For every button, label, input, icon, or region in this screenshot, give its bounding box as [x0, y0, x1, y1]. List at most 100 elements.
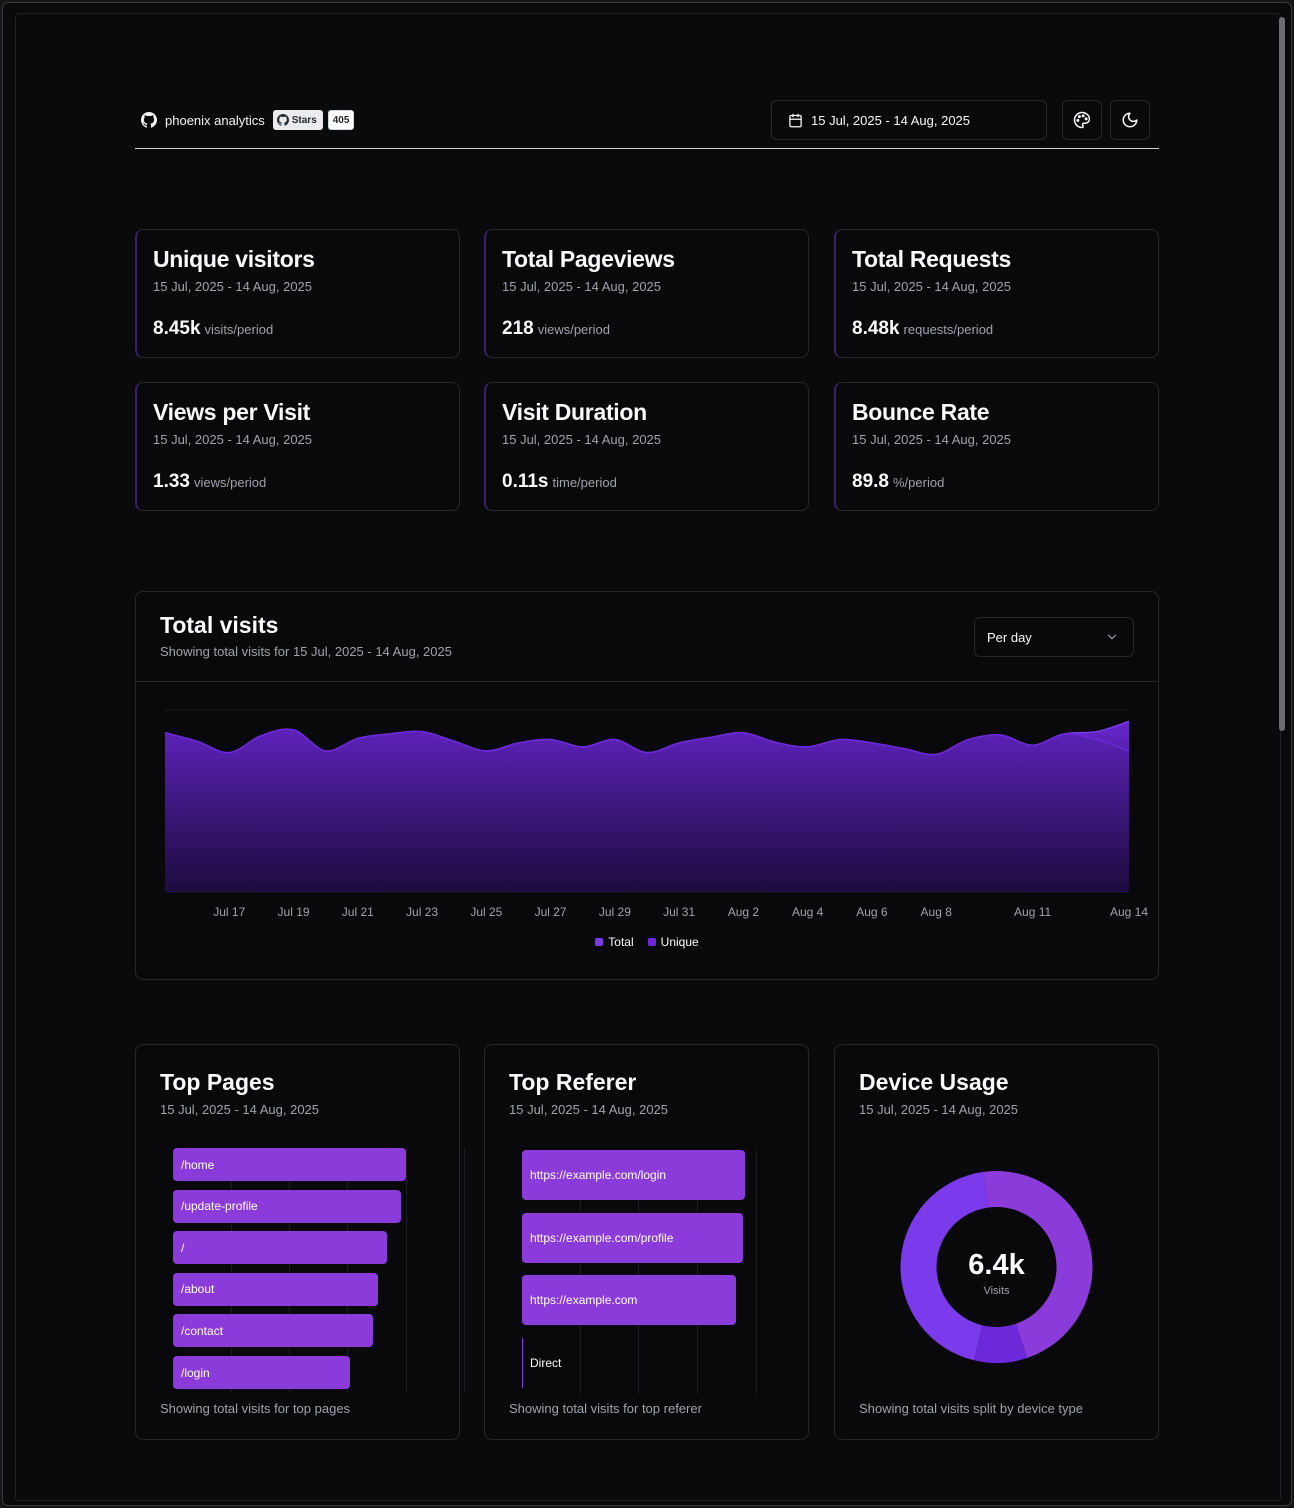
x-tick-label: Jul 29	[599, 905, 631, 919]
stars-count[interactable]: 405	[327, 110, 355, 130]
grid-line	[638, 1150, 639, 1394]
card-footer: Showing total visits split by device typ…	[859, 1401, 1083, 1416]
metric-value: 89.8	[852, 471, 889, 492]
theme-palette-button[interactable]	[1062, 100, 1102, 140]
legend-item-unique[interactable]: Unique	[647, 935, 699, 949]
metric-unit: visits/period	[204, 322, 274, 337]
bar-https-example-com-login[interactable]: https://example.com/login	[522, 1150, 745, 1200]
card-divider	[136, 681, 1158, 682]
x-tick-label: Aug 2	[728, 905, 760, 919]
bar-update-profile[interactable]: /update-profile	[173, 1189, 402, 1223]
card-range: 15 Jul, 2025 - 14 Aug, 2025	[509, 1102, 669, 1117]
total-visits-card: Total visits Showing total visits for 15…	[135, 591, 1159, 980]
granularity-value: Per day	[987, 629, 1032, 645]
metric-value-row: 8.45k visits/period	[153, 318, 273, 340]
legend-swatch	[595, 938, 604, 946]
visits-area-chart: Jul 17 Jul 19 Jul 21 Jul 23 Jul 25 Jul 27 Jul …	[164, 709, 1148, 919]
metric-value-row: 8.48k requests/period	[852, 318, 993, 340]
metric-unit: requests/period	[903, 322, 994, 337]
legend-item-total[interactable]: Total	[595, 935, 634, 949]
metric-range: 15 Jul, 2025 - 14 Aug, 2025	[502, 432, 662, 447]
x-tick-label: Jul 31	[663, 905, 695, 919]
metric-value-row: 0.11s time/period	[502, 471, 617, 493]
bar-about[interactable]: /about	[173, 1272, 379, 1306]
donut-slice-desktop[interactable]	[983, 1171, 1093, 1358]
grid-line	[231, 1148, 232, 1392]
x-tick-label: Aug 14	[1110, 905, 1148, 919]
grid-line	[697, 1150, 698, 1394]
stars-button[interactable]: Stars	[272, 110, 323, 130]
bar-label: Direct	[530, 1355, 562, 1370]
x-tick-label: Jul 27	[535, 905, 567, 919]
metric-unit: %/period	[892, 475, 945, 490]
bar-contact[interactable]: /contact	[173, 1314, 374, 1348]
stars-label: Stars	[291, 114, 317, 126]
grid-line	[756, 1150, 757, 1394]
metric-card-total-pageviews: Total Pageviews 15 Jul, 2025 - 14 Aug, 2…	[484, 229, 809, 358]
legend-label: Total	[608, 935, 634, 949]
metric-value-row: 1.33 views/period	[153, 471, 266, 493]
date-range-picker[interactable]: 15 Jul, 2025 - 14 Aug, 2025	[771, 100, 1047, 140]
x-tick-label: Aug 8	[921, 905, 953, 919]
area-series-unique[interactable]	[165, 729, 1129, 892]
bar-[interactable]: /	[173, 1231, 388, 1265]
grid-line	[406, 1148, 407, 1392]
github-stars-badge[interactable]: Stars 405	[272, 110, 355, 130]
metric-value: 218	[502, 318, 534, 339]
metric-range: 15 Jul, 2025 - 14 Aug, 2025	[852, 432, 1012, 447]
x-tick-label: Jul 21	[342, 905, 374, 919]
grid-line	[464, 1148, 465, 1392]
top-pages-card: Top Pages 15 Jul, 2025 - 14 Aug, 2025 /h…	[135, 1044, 465, 1440]
top-referer-card: Top Referer 15 Jul, 2025 - 14 Aug, 2025 …	[484, 1044, 809, 1440]
chart-subtitle: Showing total visits for 15 Jul, 2025 - …	[160, 644, 452, 659]
x-tick-label: Aug 4	[792, 905, 824, 919]
bar-direct[interactable]: Direct	[522, 1337, 561, 1388]
granularity-select[interactable]: Per day	[974, 617, 1134, 657]
metric-unit: time/period	[552, 475, 617, 490]
metric-value: 1.33	[153, 471, 190, 492]
bar-home[interactable]: /home	[173, 1148, 406, 1181]
x-tick-label: Aug 6	[856, 905, 888, 919]
card-title: Top Pages	[160, 1069, 275, 1095]
metric-range: 15 Jul, 2025 - 14 Aug, 2025	[153, 279, 313, 294]
device-donut-chart	[900, 1171, 1093, 1363]
metric-card-unique-visitors: Unique visitors 15 Jul, 2025 - 14 Aug, 2…	[135, 229, 460, 358]
metric-title: Views per Visit	[153, 399, 311, 425]
github-icon	[141, 112, 157, 128]
github-small-icon	[276, 114, 289, 126]
bar-login[interactable]: /login	[173, 1356, 351, 1389]
donut-slice-mobile[interactable]	[900, 1171, 989, 1361]
chart-title: Total visits	[160, 612, 279, 638]
metric-card-visit-duration: Visit Duration 15 Jul, 2025 - 14 Aug, 20…	[484, 382, 809, 511]
x-tick-label: Jul 25	[470, 905, 502, 919]
metric-unit: views/period	[193, 475, 267, 490]
donut-slice-tablet[interactable]	[973, 1323, 1028, 1363]
scrollbar[interactable]	[1279, 17, 1285, 731]
x-tick-label: Aug 11	[1014, 905, 1051, 919]
moon-icon	[1122, 112, 1138, 128]
x-tick-label: Jul 23	[406, 905, 438, 919]
card-title: Device Usage	[859, 1069, 1009, 1095]
card-footer: Showing total visits for top referer	[509, 1401, 702, 1416]
card-range: 15 Jul, 2025 - 14 Aug, 2025	[859, 1102, 1019, 1117]
calendar-icon	[789, 113, 802, 127]
dark-mode-toggle[interactable]	[1110, 100, 1150, 140]
legend-label: Unique	[660, 935, 699, 949]
grid-line	[289, 1148, 290, 1392]
card-title: Top Referer	[509, 1069, 637, 1095]
metric-card-bounce-rate: Bounce Rate 15 Jul, 2025 - 14 Aug, 2025 …	[834, 382, 1159, 511]
metric-range: 15 Jul, 2025 - 14 Aug, 2025	[502, 279, 662, 294]
grid-line	[347, 1148, 348, 1392]
metric-value: 8.45k	[153, 318, 201, 339]
grid-line	[580, 1150, 581, 1394]
bar-https-example-com-profile[interactable]: https://example.com/profile	[522, 1212, 743, 1263]
donut-center-value: 6.4k	[968, 1249, 1025, 1281]
metric-title: Total Pageviews	[502, 246, 675, 272]
brand[interactable]: phoenix analytics Stars 405	[141, 110, 355, 130]
metric-range: 15 Jul, 2025 - 14 Aug, 2025	[153, 432, 313, 447]
metric-card-views-per-visit: Views per Visit 15 Jul, 2025 - 14 Aug, 2…	[135, 382, 460, 511]
donut-center-label: Visits	[983, 1285, 1010, 1297]
metric-value: 8.48k	[852, 318, 900, 339]
date-range-label: 15 Jul, 2025 - 14 Aug, 2025	[811, 112, 971, 128]
bar-https-example-com[interactable]: https://example.com	[522, 1275, 737, 1325]
